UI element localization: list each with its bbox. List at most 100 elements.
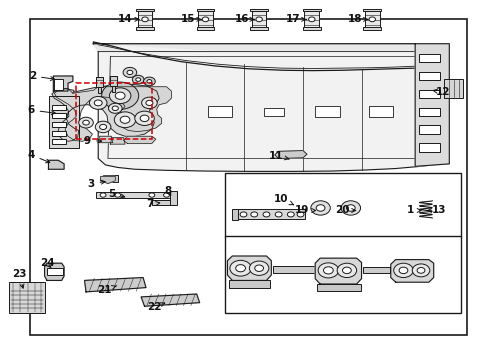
Polygon shape (54, 87, 171, 141)
Circle shape (249, 261, 268, 275)
Bar (52, 131, 65, 135)
Bar (251, 12, 266, 27)
Bar (98, 87, 101, 93)
Circle shape (310, 201, 330, 215)
Bar (170, 192, 176, 205)
Bar (228, 280, 270, 288)
Circle shape (416, 267, 424, 273)
Text: 19: 19 (294, 206, 315, 216)
Bar (250, 9, 267, 12)
Text: 10: 10 (273, 194, 293, 205)
Polygon shape (52, 84, 159, 141)
Bar (198, 12, 212, 27)
Circle shape (94, 100, 102, 106)
Circle shape (142, 17, 148, 22)
Text: 5: 5 (108, 189, 124, 199)
Bar (46, 268, 63, 275)
Text: 6: 6 (27, 105, 55, 115)
Circle shape (240, 212, 246, 217)
Bar (363, 9, 380, 12)
Circle shape (109, 88, 131, 104)
Bar (418, 143, 439, 152)
Circle shape (336, 263, 356, 278)
Circle shape (135, 111, 154, 126)
Bar (224, 235, 461, 313)
Circle shape (393, 263, 412, 278)
Text: 23: 23 (12, 269, 26, 288)
Bar (52, 105, 65, 110)
Circle shape (142, 97, 157, 109)
Circle shape (95, 121, 111, 133)
Text: 20: 20 (334, 206, 355, 216)
Bar (30, 19, 467, 335)
Bar (418, 108, 435, 116)
Polygon shape (110, 138, 125, 144)
Bar (315, 107, 339, 117)
Circle shape (79, 117, 93, 128)
Text: 9: 9 (84, 136, 102, 145)
Circle shape (100, 193, 106, 197)
Circle shape (127, 70, 133, 75)
Circle shape (115, 193, 121, 197)
Circle shape (398, 267, 407, 274)
Bar (418, 126, 439, 134)
Bar (96, 77, 102, 87)
Bar (110, 76, 117, 86)
Polygon shape (44, 263, 64, 280)
Bar (418, 90, 439, 98)
Circle shape (132, 75, 144, 84)
Text: 21: 21 (97, 285, 117, 295)
Circle shape (147, 80, 152, 83)
Bar (196, 27, 214, 30)
Bar (138, 12, 152, 27)
Circle shape (108, 103, 122, 113)
Bar (103, 175, 118, 182)
Circle shape (143, 77, 155, 86)
Bar (264, 108, 283, 116)
Text: 14: 14 (118, 14, 139, 24)
Bar (303, 9, 320, 12)
Bar (304, 12, 319, 27)
Bar (52, 139, 65, 144)
Bar (418, 72, 439, 80)
Bar (444, 79, 462, 98)
Circle shape (112, 106, 118, 111)
Polygon shape (48, 160, 64, 169)
Bar (272, 266, 319, 273)
Bar (96, 192, 176, 198)
Polygon shape (123, 136, 156, 143)
Bar (112, 86, 115, 92)
Bar (9, 282, 44, 313)
Bar (224, 173, 461, 237)
Text: 2: 2 (29, 71, 54, 81)
Bar (363, 27, 380, 30)
Circle shape (342, 267, 350, 274)
Text: 16: 16 (234, 14, 254, 24)
Circle shape (114, 112, 136, 128)
Bar (136, 27, 154, 30)
Bar (303, 27, 320, 30)
Circle shape (136, 78, 141, 81)
Circle shape (316, 205, 325, 211)
Circle shape (120, 116, 130, 123)
Text: 11: 11 (268, 150, 288, 161)
Circle shape (340, 201, 360, 215)
Text: 22: 22 (147, 302, 164, 312)
Bar (52, 122, 65, 127)
Text: 17: 17 (285, 14, 305, 24)
Circle shape (308, 17, 314, 22)
Polygon shape (315, 258, 361, 284)
Polygon shape (227, 256, 271, 280)
Bar (54, 79, 63, 90)
Circle shape (202, 17, 208, 22)
Text: 3: 3 (87, 179, 105, 189)
Bar (237, 210, 305, 220)
Circle shape (100, 124, 106, 130)
Circle shape (297, 212, 304, 217)
Bar (152, 201, 173, 205)
Circle shape (102, 82, 139, 109)
Circle shape (115, 92, 125, 99)
Circle shape (254, 265, 263, 271)
Circle shape (255, 17, 262, 22)
Bar (136, 9, 154, 12)
